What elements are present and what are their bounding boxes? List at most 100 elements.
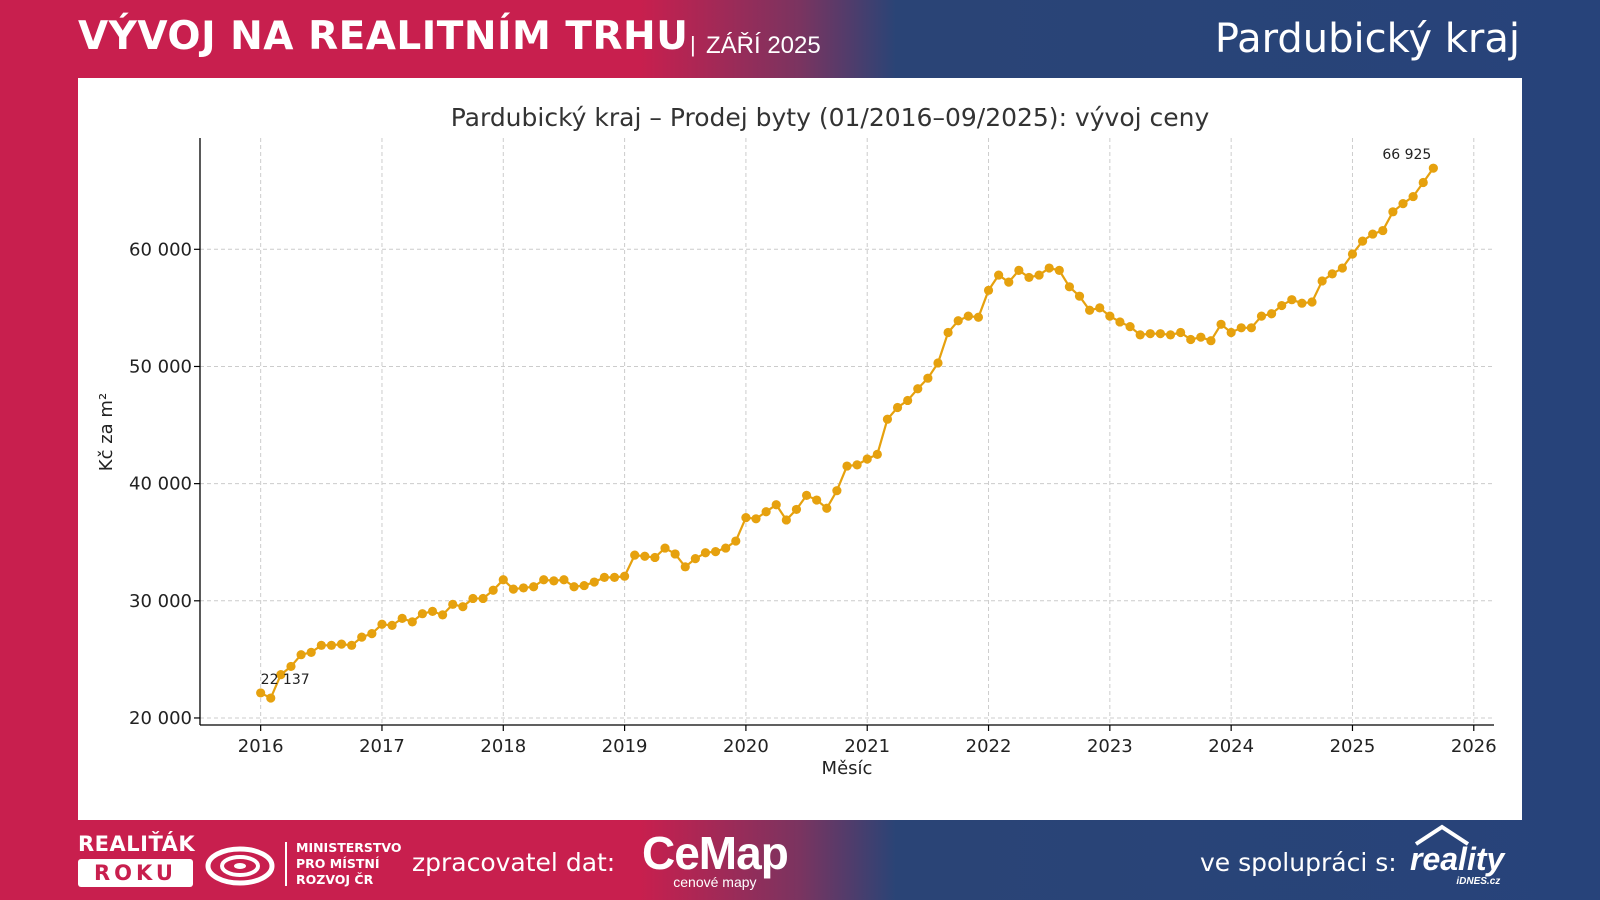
data-point bbox=[1337, 263, 1347, 273]
data-point bbox=[306, 647, 316, 657]
data-point bbox=[680, 562, 690, 572]
data-point bbox=[1256, 311, 1267, 321]
data-point bbox=[256, 688, 266, 698]
x-tick-label: 2023 bbox=[1087, 736, 1133, 757]
x-ticks: 2016 2017 2018 2019 2020 2021 2022 2023 2024 2025… bbox=[238, 725, 1497, 757]
data-point bbox=[296, 650, 306, 660]
cemap-logo-name: CeMap bbox=[642, 827, 789, 879]
data-point bbox=[377, 619, 387, 629]
data-point bbox=[286, 661, 296, 672]
data-point bbox=[832, 486, 842, 496]
data-point bbox=[670, 549, 680, 559]
data-point bbox=[660, 543, 670, 553]
data-point bbox=[1064, 282, 1075, 292]
data-point bbox=[1074, 291, 1085, 301]
ministry-line-1: MINISTERSTVO bbox=[296, 840, 402, 855]
axes bbox=[199, 138, 1494, 726]
x-axis-label: Měsíc bbox=[822, 758, 873, 779]
data-point bbox=[488, 585, 498, 595]
data-point bbox=[781, 515, 791, 525]
data-point bbox=[1277, 300, 1287, 311]
data-point bbox=[822, 503, 832, 513]
data-point bbox=[438, 610, 448, 620]
data-point bbox=[1024, 272, 1034, 283]
reality-idnes-logo: reality iDNES.cz bbox=[1410, 828, 1505, 887]
data-point bbox=[690, 554, 700, 564]
data-point bbox=[316, 640, 326, 650]
data-point bbox=[852, 460, 862, 470]
data-point bbox=[801, 490, 812, 500]
data-point bbox=[943, 327, 953, 338]
data-point bbox=[539, 575, 549, 585]
ministry-divider bbox=[285, 842, 287, 886]
data-point bbox=[1297, 298, 1307, 308]
data-point bbox=[923, 373, 933, 383]
data-point bbox=[347, 640, 357, 650]
data-point bbox=[1216, 319, 1226, 329]
header-separator: | bbox=[690, 32, 696, 57]
data-point bbox=[1388, 207, 1398, 217]
data-point bbox=[529, 582, 539, 592]
price-line-chart: Pardubický kraj – Prodej byty (01/2016–0… bbox=[96, 103, 1497, 779]
data-point bbox=[559, 575, 569, 585]
data-point bbox=[1196, 332, 1206, 342]
data-point bbox=[640, 551, 650, 561]
data-point bbox=[1398, 199, 1408, 209]
data-point bbox=[903, 395, 913, 406]
y-ticks: 20 000 30 000 40 000 50 000 60 000 bbox=[129, 239, 200, 729]
data-point bbox=[1317, 276, 1327, 286]
data-point bbox=[721, 543, 731, 553]
data-point bbox=[266, 693, 276, 703]
y-tick-label: 20 000 bbox=[129, 708, 192, 729]
data-point bbox=[1115, 317, 1125, 327]
series-line bbox=[260, 167, 1435, 700]
data-point bbox=[1418, 177, 1428, 188]
data-point bbox=[1085, 305, 1095, 315]
data-point bbox=[518, 583, 529, 593]
data-point bbox=[862, 454, 872, 464]
data-point bbox=[1095, 303, 1105, 313]
y-tick-label: 50 000 bbox=[129, 356, 192, 377]
data-point bbox=[589, 577, 599, 587]
data-point bbox=[973, 312, 984, 322]
x-tick-label: 2024 bbox=[1208, 736, 1254, 757]
data-point bbox=[1368, 229, 1378, 239]
ministry-line-3: ROZVOJ ČR bbox=[296, 872, 374, 887]
data-point bbox=[1408, 191, 1418, 202]
data-point bbox=[710, 546, 721, 557]
data-point bbox=[276, 670, 286, 680]
data-point bbox=[1165, 330, 1176, 340]
annotations: 22 137 66 925 bbox=[261, 147, 1432, 688]
data-point bbox=[619, 571, 630, 581]
data-point bbox=[458, 602, 468, 612]
realitak-roku-logo: REALIŤÁK ROKU bbox=[78, 832, 195, 887]
series-group bbox=[256, 163, 1438, 703]
data-point bbox=[549, 576, 559, 586]
cemap-logo-subtitle: cenové mapy bbox=[673, 874, 757, 890]
data-point bbox=[569, 582, 579, 592]
data-point bbox=[812, 495, 822, 505]
data-point bbox=[326, 640, 337, 650]
data-point bbox=[700, 548, 711, 558]
data-point bbox=[599, 572, 609, 582]
data-point bbox=[417, 609, 428, 619]
grid-lines bbox=[200, 138, 1494, 725]
data-point bbox=[407, 617, 417, 627]
data-point bbox=[1236, 323, 1246, 333]
data-point bbox=[1054, 265, 1064, 275]
data-point bbox=[1155, 329, 1165, 339]
data-point bbox=[1014, 265, 1024, 275]
data-point bbox=[630, 550, 640, 560]
reality-logo-subtitle: iDNES.cz bbox=[1456, 876, 1501, 887]
data-point bbox=[1135, 330, 1145, 340]
realitak-logo-box: ROKU bbox=[78, 859, 193, 887]
data-point bbox=[609, 572, 620, 582]
data-point bbox=[650, 552, 660, 563]
y-axis-label: Kč za m² bbox=[96, 393, 117, 471]
y-tick-label: 40 000 bbox=[129, 474, 192, 495]
footer: REALIŤÁK ROKU MINISTERSTVO PRO MÍSTNÍ RO… bbox=[0, 820, 1600, 900]
reality-logo-name: reality bbox=[1410, 841, 1505, 877]
data-point bbox=[994, 270, 1004, 280]
data-point bbox=[892, 402, 903, 413]
x-tick-label: 2021 bbox=[844, 736, 890, 757]
